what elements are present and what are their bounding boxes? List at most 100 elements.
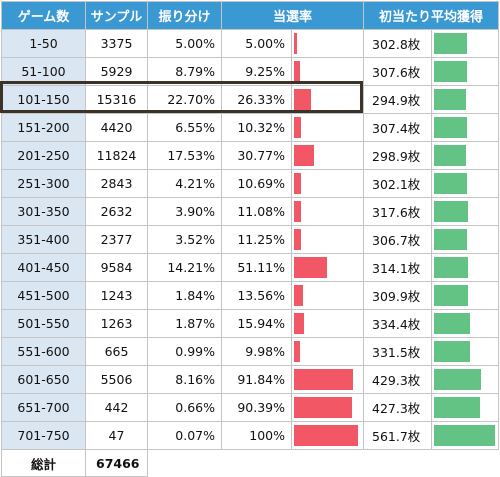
range-cell: 51-100 — [1, 57, 86, 86]
range-cell: 301-350 — [1, 197, 86, 226]
first-hit-bar — [434, 229, 467, 250]
win-rate-bar-cell — [291, 421, 364, 450]
first-hit-bar-cell — [431, 253, 499, 282]
samples-cell: 665 — [85, 337, 148, 366]
first-hit-avg-cell: 317.6枚 — [363, 197, 432, 226]
win-rate-bar-cell — [291, 281, 364, 310]
distribution-cell: 8.79% — [147, 57, 222, 86]
first-hit-avg-cell: 307.4枚 — [363, 113, 432, 142]
total-label: 総計 — [1, 449, 86, 477]
win-rate-bar — [294, 229, 301, 250]
win-rate-cell: 5.00% — [221, 29, 292, 58]
samples-cell: 442 — [85, 393, 148, 422]
win-rate-bar — [294, 173, 301, 194]
first-hit-bar — [434, 341, 470, 362]
first-hit-avg-cell: 429.3枚 — [363, 365, 432, 394]
first-hit-avg-cell: 307.6枚 — [363, 57, 432, 86]
distribution-cell: 5.00% — [147, 29, 222, 58]
total-empty — [148, 450, 499, 477]
samples-cell: 1263 — [85, 309, 148, 338]
table-row: 501-550 1263 1.87% 15.94% 334.4枚 — [1, 309, 499, 338]
range-cell: 701-750 — [1, 421, 86, 450]
first-hit-bar-cell — [431, 281, 499, 310]
first-hit-bar-cell — [431, 393, 499, 422]
samples-cell: 15316 — [85, 85, 148, 114]
table-row: 551-600 665 0.99% 9.98% 331.5枚 — [1, 337, 499, 366]
first-hit-bar-cell — [431, 225, 499, 254]
samples-cell: 3375 — [85, 29, 148, 58]
distribution-cell: 0.07% — [147, 421, 222, 450]
win-rate-cell: 100% — [221, 421, 292, 450]
win-rate-bar — [294, 397, 352, 418]
win-rate-bar — [294, 89, 311, 110]
distribution-cell: 8.16% — [147, 365, 222, 394]
first-hit-bar — [434, 33, 467, 54]
first-hit-bar-cell — [431, 169, 499, 198]
table-row: 601-650 5506 8.16% 91.84% 429.3枚 — [1, 365, 499, 394]
first-hit-bar — [434, 313, 470, 334]
first-hit-bar — [434, 145, 466, 166]
distribution-cell: 4.21% — [147, 169, 222, 198]
distribution-cell: 14.21% — [147, 253, 222, 282]
first-hit-bar-cell — [431, 197, 499, 226]
win-rate-bar-cell — [291, 113, 364, 142]
table-row: 251-300 2843 4.21% 10.69% 302.1枚 — [1, 169, 499, 198]
win-rate-bar-cell — [291, 337, 364, 366]
win-rate-bar — [294, 341, 300, 362]
range-cell: 151-200 — [1, 113, 86, 142]
header-samples: サンプル — [85, 1, 148, 30]
table-row: 351-400 2377 3.52% 11.25% 306.7枚 — [1, 225, 499, 254]
range-cell: 1-50 — [1, 29, 86, 58]
distribution-cell: 6.55% — [147, 113, 222, 142]
samples-cell: 47 — [85, 421, 148, 450]
win-rate-bar-cell — [291, 253, 364, 282]
first-hit-bar — [434, 61, 467, 82]
first-hit-bar-cell — [431, 113, 499, 142]
distribution-cell: 17.53% — [147, 141, 222, 170]
win-rate-bar-cell — [291, 225, 364, 254]
first-hit-avg-cell: 302.8枚 — [363, 29, 432, 58]
win-rate-cell: 9.25% — [221, 57, 292, 86]
first-hit-avg-cell: 314.1枚 — [363, 253, 432, 282]
win-rate-cell: 10.32% — [221, 113, 292, 142]
win-rate-bar-cell — [291, 141, 364, 170]
range-cell: 501-550 — [1, 309, 86, 338]
first-hit-bar — [434, 425, 495, 446]
win-rate-bar-cell — [291, 309, 364, 338]
first-hit-bar-cell — [431, 337, 499, 366]
first-hit-bar-cell — [431, 57, 499, 86]
samples-cell: 5506 — [85, 365, 148, 394]
table-row: 701-750 47 0.07% 100% 561.7枚 — [1, 421, 499, 450]
total-samples: 67466 — [85, 449, 148, 477]
distribution-cell: 1.84% — [147, 281, 222, 310]
distribution-cell: 0.66% — [147, 393, 222, 422]
win-rate-cell: 26.33% — [221, 85, 292, 114]
first-hit-bar — [434, 397, 480, 418]
win-rate-bar-cell — [291, 197, 364, 226]
first-hit-bar-cell — [431, 309, 499, 338]
samples-cell: 2377 — [85, 225, 148, 254]
range-cell: 451-500 — [1, 281, 86, 310]
range-cell: 201-250 — [1, 141, 86, 170]
win-rate-cell: 15.94% — [221, 309, 292, 338]
header-games: ゲーム数 — [1, 1, 86, 30]
distribution-cell: 0.99% — [147, 337, 222, 366]
distribution-cell: 3.52% — [147, 225, 222, 254]
table-row: 451-500 1243 1.84% 13.56% 309.9枚 — [1, 281, 499, 310]
win-rate-cell: 9.98% — [221, 337, 292, 366]
header-first-hit-avg: 初当たり平均獲得 — [363, 1, 499, 30]
first-hit-avg-cell: 294.9枚 — [363, 85, 432, 114]
range-cell: 101-150 — [1, 85, 86, 114]
table-row: 151-200 4420 6.55% 10.32% 307.4枚 — [1, 113, 499, 142]
first-hit-avg-cell: 298.9枚 — [363, 141, 432, 170]
table-row: 651-700 442 0.66% 90.39% 427.3枚 — [1, 393, 499, 422]
win-rate-bar-cell — [291, 57, 364, 86]
win-rate-bar — [294, 285, 303, 306]
win-rate-bar — [294, 369, 353, 390]
samples-cell: 1243 — [85, 281, 148, 310]
win-rate-cell: 51.11% — [221, 253, 292, 282]
range-cell: 351-400 — [1, 225, 86, 254]
table-row: 301-350 2632 3.90% 11.08% 317.6枚 — [1, 197, 499, 226]
win-rate-bar-cell — [291, 393, 364, 422]
